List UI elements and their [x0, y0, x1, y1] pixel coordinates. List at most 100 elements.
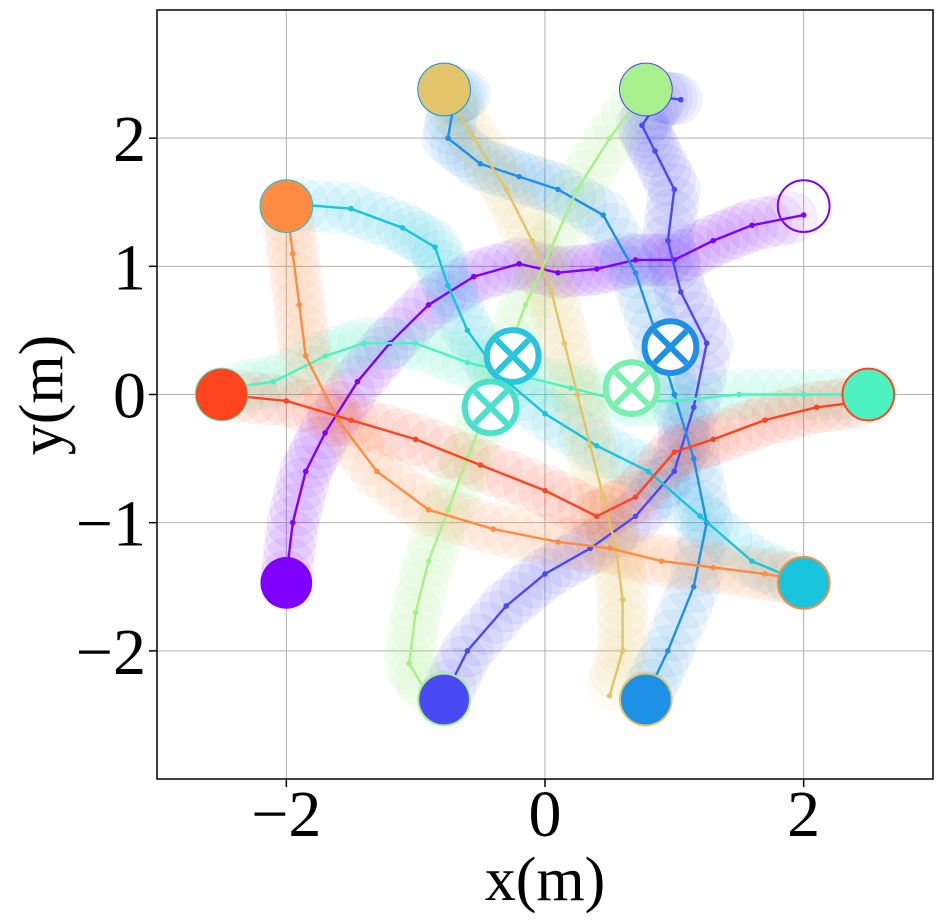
y-tick-label: 1 [113, 231, 146, 304]
path-point [322, 430, 328, 436]
path-point [348, 205, 354, 212]
path-point [652, 148, 658, 154]
markers [194, 62, 896, 727]
path-point [412, 436, 419, 443]
path-point [710, 237, 716, 244]
path-point [464, 648, 471, 654]
start-disc [260, 557, 313, 609]
path-point [703, 340, 710, 347]
start-disc [620, 673, 672, 726]
path-point [749, 222, 755, 229]
path-point [762, 571, 768, 577]
path-point [406, 660, 413, 667]
path-point [322, 353, 328, 359]
path-point [290, 250, 296, 257]
path-point [542, 410, 548, 417]
path-point [671, 391, 678, 398]
path-point [542, 487, 548, 494]
goal-ring [417, 672, 471, 727]
marker-cross [494, 337, 531, 375]
path-point [503, 186, 510, 193]
x-axis-label: x(m) [485, 846, 606, 914]
path-point [516, 260, 522, 267]
path-point [606, 135, 613, 141]
path-point [619, 648, 626, 654]
goal-ring [776, 556, 831, 610]
path-point [671, 398, 678, 404]
path-point [813, 404, 820, 411]
path-point [690, 455, 697, 462]
path-point [302, 353, 309, 359]
start-disc [777, 557, 830, 609]
x-tick-label: 0 [529, 778, 562, 851]
y-tick-label: −2 [76, 616, 146, 689]
path-point [574, 186, 581, 193]
path-point [335, 417, 341, 423]
robot-path-line [285, 213, 804, 577]
path-point [548, 289, 555, 295]
goal-ring [841, 367, 896, 422]
path-point [710, 436, 716, 443]
y-tick-label: 2 [113, 103, 146, 176]
path-point [412, 340, 419, 347]
path-point [678, 96, 684, 103]
path-point [464, 327, 471, 334]
path-point [587, 442, 594, 449]
path-point [632, 269, 639, 276]
path-point [619, 596, 626, 603]
path-point [639, 122, 645, 129]
path-point [354, 378, 361, 385]
path-point [632, 494, 639, 500]
path-point [548, 244, 555, 250]
path-point [606, 545, 613, 552]
path-point [671, 468, 678, 475]
path-point [645, 468, 652, 475]
path-point [555, 269, 561, 276]
path-point [555, 186, 561, 193]
path-point [710, 564, 716, 571]
path-point [302, 468, 309, 475]
path-point [600, 494, 606, 500]
marker-cross [652, 328, 689, 366]
path-point [800, 212, 807, 218]
path-point [503, 603, 510, 609]
crossed-marker [641, 318, 700, 376]
start-disc [418, 673, 470, 726]
path-point [374, 468, 380, 475]
path-point [477, 462, 484, 468]
path-point [665, 237, 671, 244]
path-point [568, 385, 574, 391]
path-point [658, 558, 665, 564]
crossed-marker [483, 327, 542, 385]
start-disc [842, 368, 895, 421]
path-point [762, 417, 768, 423]
path-point [471, 135, 477, 141]
goal-ring [417, 62, 471, 117]
path-point [632, 513, 639, 520]
crossed-marker [461, 378, 520, 437]
crossed-marker [602, 359, 661, 417]
y-tick-label: −1 [76, 488, 146, 561]
start-disc [418, 63, 470, 116]
start-disc [260, 180, 313, 232]
path-point [671, 449, 678, 455]
path-point [412, 609, 419, 616]
start-disc [620, 63, 672, 116]
path-point [290, 519, 296, 526]
path-point [529, 237, 535, 244]
path-point [296, 301, 303, 308]
path-point [678, 289, 684, 295]
goal-ring [194, 367, 249, 422]
path-point [516, 173, 522, 180]
path-point [593, 513, 600, 520]
path-point [471, 273, 477, 280]
path-point [283, 398, 290, 404]
path-point [445, 135, 451, 141]
marker-cross [613, 369, 650, 407]
path-point [736, 391, 742, 398]
ticks: −2 0 2 2 1 0 −1 −2 [76, 103, 820, 851]
path-point [542, 571, 548, 577]
path-point [348, 417, 354, 423]
path-point [665, 648, 671, 654]
path-point [522, 301, 529, 308]
